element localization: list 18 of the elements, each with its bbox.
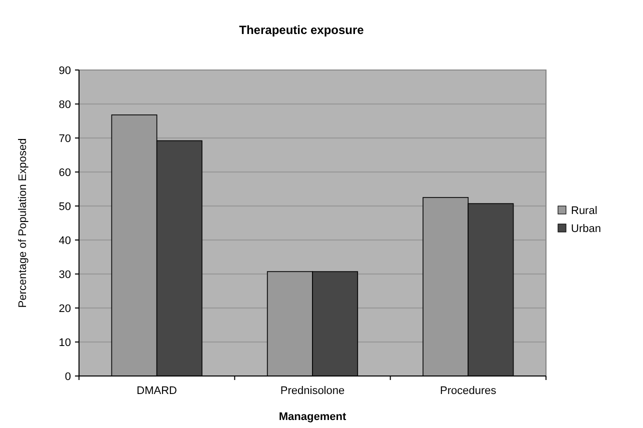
- x-tick-label: Prednisolone: [280, 385, 345, 397]
- y-tick-label: 60: [58, 166, 71, 179]
- y-tick-label: 0: [64, 370, 71, 383]
- y-tick-label: 90: [58, 64, 71, 77]
- y-tick-label: 70: [58, 132, 71, 145]
- legend-label: Urban: [571, 222, 601, 235]
- x-tick-label: Procedures: [440, 385, 497, 397]
- x-tick-label: DMARD: [136, 385, 178, 397]
- y-tick-label: 20: [58, 302, 71, 315]
- y-tick-label: 30: [58, 268, 71, 281]
- y-tick-label: 80: [58, 98, 71, 111]
- y-tick-label: 10: [58, 336, 71, 349]
- x-axis-title: Management: [278, 411, 346, 423]
- y-axis-title: Percentage of Population Exposed: [17, 138, 29, 308]
- legend-label: Rural: [571, 204, 598, 217]
- y-tick-label: 50: [58, 200, 71, 213]
- chart-title: Therapeutic exposure: [239, 23, 364, 37]
- y-tick-label: 40: [58, 234, 71, 247]
